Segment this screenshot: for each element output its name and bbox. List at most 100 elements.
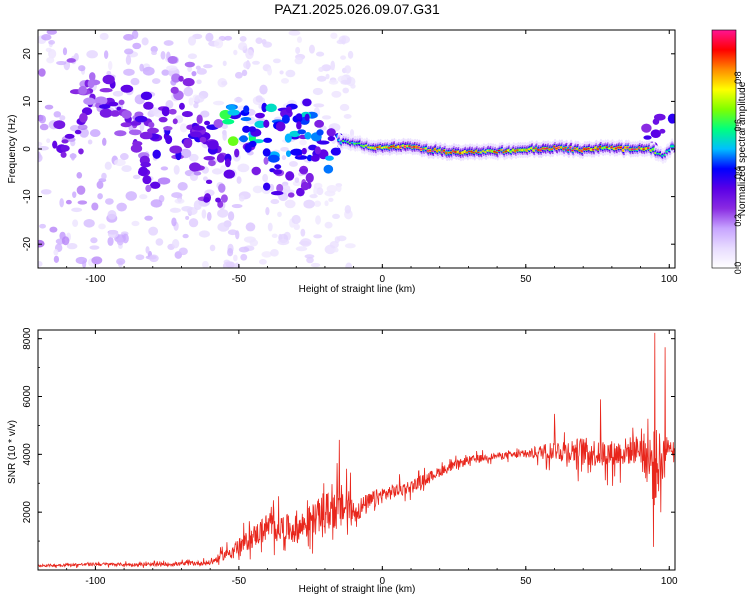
- spectrogram-blob: [262, 182, 271, 191]
- spectrogram-blob: [650, 129, 661, 139]
- spectrogram-speckle: [76, 185, 86, 195]
- spectrogram-speckle: [209, 244, 216, 252]
- spectrogram-speckle: [91, 256, 103, 265]
- spectrogram-blob: [659, 128, 666, 134]
- spectrogram-speckle: [299, 139, 307, 146]
- spectrogram-blob: [110, 110, 120, 117]
- spectrogram-speckle: [313, 103, 325, 108]
- spectrogram-speckle: [201, 209, 207, 219]
- spectrogram-speckle: [40, 189, 52, 195]
- spectrogram-speckle: [189, 153, 199, 162]
- spectrogram-blob: [224, 158, 231, 168]
- snr-panel: -100 -50 0 50 100 2000 4000 6000 8000 Height of…: [7, 327, 678, 595]
- spectrogram-blob: [330, 147, 341, 156]
- spectrogram-speckle: [281, 78, 290, 84]
- spectrogram-blob: [53, 120, 66, 130]
- spectrogram-ridge: [337, 132, 675, 164]
- spectrogram-speckle: [324, 244, 336, 255]
- spectrogram-blob: [178, 75, 184, 82]
- spectrogram-speckle: [91, 202, 99, 211]
- spectrogram-blob: [273, 169, 283, 175]
- spectrogram-speckle: [160, 50, 166, 60]
- spectrogram-speckle: [345, 262, 353, 268]
- spectrogram-blob: [108, 101, 119, 107]
- spectrogram-speckle: [326, 185, 338, 193]
- spectrogram-speckle: [83, 218, 95, 228]
- colorbar-tick-label: 0.2: [733, 214, 743, 227]
- spectrogram-speckle: [262, 173, 269, 183]
- snr-xtick-label: -50: [232, 576, 247, 587]
- spectrogram-xtick-label: -100: [85, 274, 105, 285]
- spectrogram-blob: [208, 160, 216, 167]
- spectrogram-speckle: [173, 165, 180, 175]
- spectrogram-blob: [316, 129, 324, 136]
- spectrogram-blob: [287, 192, 295, 198]
- spectrogram-ytick-label: -10: [22, 189, 33, 204]
- spectrogram-blob: [314, 119, 325, 128]
- spectrogram-blob: [304, 132, 312, 140]
- spectrogram-blob: [60, 151, 67, 158]
- spectrogram-blob: [326, 128, 336, 137]
- spectrogram-speckle: [328, 197, 334, 203]
- spectrogram-blob: [216, 153, 225, 163]
- spectrogram-speckle: [39, 223, 46, 229]
- spectrogram-speckle: [38, 114, 46, 124]
- spectrogram-speckle: [130, 77, 140, 86]
- spectrogram-speckle: [174, 198, 185, 204]
- spectrogram-speckle: [132, 174, 141, 180]
- spectrogram-speckle: [340, 79, 352, 85]
- spectrogram-speckle: [261, 251, 273, 258]
- spectrogram-speckle: [102, 137, 107, 146]
- snr-ytick-label: 8000: [22, 327, 33, 350]
- spectrogram-blob: [262, 148, 271, 157]
- spectrogram-speckle: [270, 199, 280, 205]
- spectrogram-ylabel: Frequency (Hz): [7, 115, 18, 184]
- spectrogram-blob: [165, 135, 173, 145]
- spectrogram-ytick-label: 20: [22, 48, 33, 60]
- spectrogram-blob: [61, 139, 69, 144]
- spectrogram-blob: [302, 98, 312, 107]
- spectrogram-speckle: [177, 182, 188, 191]
- spectrogram-blob: [297, 129, 306, 135]
- spectrogram-blob: [234, 148, 240, 158]
- spectrogram-speckle: [65, 199, 72, 205]
- spectrogram-blob: [66, 58, 76, 63]
- spectrogram-blob: [267, 154, 280, 163]
- spectrogram-blob: [203, 156, 216, 161]
- spectrogram-speckle: [336, 39, 345, 45]
- spectrogram-blob: [217, 200, 224, 208]
- spectrogram-blob: [89, 72, 96, 82]
- snr-xtick-label: 50: [520, 576, 532, 587]
- spectrogram-blob: [178, 102, 185, 110]
- spectrogram-speckle: [101, 172, 107, 180]
- colorbar-tick-label: 0.0: [733, 262, 743, 275]
- spectrogram-speckle: [165, 100, 174, 109]
- spectrogram-speckle: [107, 229, 119, 239]
- spectrogram-speckle: [62, 47, 68, 56]
- spectrogram-speckle: [203, 64, 213, 69]
- spectrogram-blob: [140, 91, 153, 101]
- spectrogram-blob: [218, 183, 226, 193]
- spectrogram-blob: [172, 118, 178, 125]
- spectrogram-blob: [132, 140, 143, 147]
- spectrogram-blob: [118, 99, 125, 106]
- spectrogram-blob: [169, 145, 183, 154]
- spectrogram-blob: [244, 143, 252, 153]
- spectrogram-speckle: [321, 115, 332, 120]
- spectrogram-speckle: [151, 51, 157, 56]
- spectrogram-blob: [239, 135, 248, 143]
- spectrogram-blob: [189, 131, 202, 138]
- spectrogram-blob: [99, 108, 113, 118]
- spectrogram-blob: [83, 97, 96, 105]
- spectrogram-speckle: [49, 226, 58, 233]
- spectrogram-speckle: [77, 200, 88, 205]
- spectrogram-blob: [310, 154, 320, 162]
- spectrogram-speckle: [46, 138, 51, 144]
- spectrogram-speckle: [38, 153, 43, 163]
- spectrogram-speckle: [206, 211, 212, 222]
- spectrogram-speckle: [44, 104, 54, 110]
- spectrogram-speckle: [151, 78, 161, 85]
- spectrogram-speckle: [38, 239, 45, 248]
- spectrogram-blob: [667, 113, 675, 124]
- spectrogram-xtick-label: 50: [520, 274, 532, 285]
